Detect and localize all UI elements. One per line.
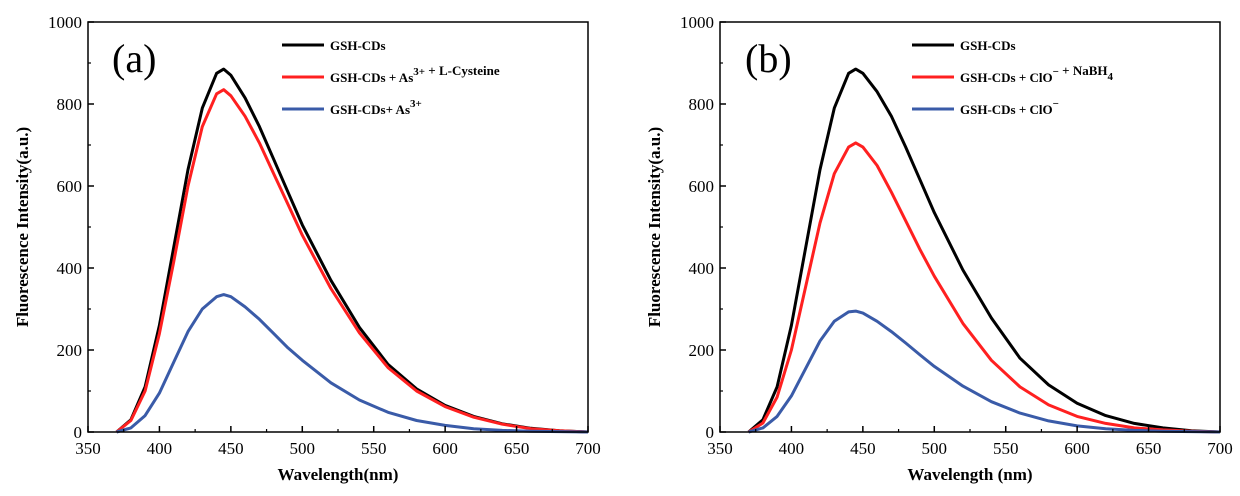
y-tick-label: 0 <box>74 423 83 442</box>
x-tick-label: 700 <box>575 439 601 458</box>
x-tick-label: 600 <box>432 439 458 458</box>
y-tick-label: 1000 <box>680 13 714 32</box>
y-tick-label: 200 <box>689 341 715 360</box>
y-tick-label: 800 <box>689 95 715 114</box>
y-tick-label: 400 <box>57 259 83 278</box>
legend-label: GSH-CDs + ClO− <box>960 98 1059 117</box>
x-tick-label: 600 <box>1064 439 1090 458</box>
chart-panel-b: 350 400 450 500 550 600 650 700 0 200 400 600 800 100… <box>645 13 1233 484</box>
x-tick-label: 400 <box>147 439 173 458</box>
x-tick-label: 650 <box>504 439 530 458</box>
legend-label: GSH-CDs+ As3+ <box>330 98 422 117</box>
x-axis-label: Wavelength(nm) <box>278 465 399 484</box>
y-axis-label: Fluorescence Intensity(a.u.) <box>13 127 32 327</box>
x-tick-label: 550 <box>361 439 387 458</box>
series-line-3 <box>116 293 589 434</box>
x-tick-label: 350 <box>75 439 101 458</box>
legend-label: GSH-CDs <box>960 38 1016 53</box>
x-tick-label: 350 <box>707 439 733 458</box>
legend-label: GSH-CDs + ClO− + NaBH4 <box>960 63 1114 85</box>
x-tick-label: 650 <box>1136 439 1162 458</box>
legend: GSH-CDs GSH-CDs + ClO− + NaBH4 GSH-CDs + C… <box>912 38 1114 117</box>
x-tick-label: 500 <box>290 439 316 458</box>
series-line-2 <box>115 88 589 434</box>
panel-label: (b) <box>745 36 792 81</box>
y-axis-label: Fluorescence Intensity(a.u.) <box>645 127 664 327</box>
x-tick-label: 700 <box>1207 439 1233 458</box>
y-tick-label: 0 <box>706 423 715 442</box>
x-tick-label: 450 <box>218 439 244 458</box>
series-line-3 <box>748 309 1221 434</box>
x-axis-label: Wavelength (nm) <box>907 465 1032 484</box>
series-line-1 <box>115 67 589 434</box>
y-tick-label: 400 <box>689 259 715 278</box>
x-tick-label: 400 <box>779 439 805 458</box>
y-tick-label: 600 <box>57 177 83 196</box>
panel-label: (a) <box>112 36 156 81</box>
y-tick-label: 1000 <box>48 13 82 32</box>
y-tick-label: 200 <box>57 341 83 360</box>
series-line-2 <box>747 141 1221 434</box>
chart-panel-a: 350 400 450 500 550 600 650 700 0 200 400 600 800 100… <box>13 13 601 484</box>
y-tick-label: 600 <box>689 177 715 196</box>
series-line-1 <box>747 67 1221 434</box>
x-tick-label: 500 <box>922 439 948 458</box>
legend-label: GSH-CDs <box>330 38 386 53</box>
x-tick-label: 550 <box>993 439 1019 458</box>
legend: GSH-CDs GSH-CDs + As3+ + L-Cysteine GSH-CD… <box>282 38 500 117</box>
x-tick-label: 450 <box>850 439 876 458</box>
y-tick-label: 800 <box>57 95 83 114</box>
legend-label: GSH-CDs + As3+ + L-Cysteine <box>330 63 500 85</box>
